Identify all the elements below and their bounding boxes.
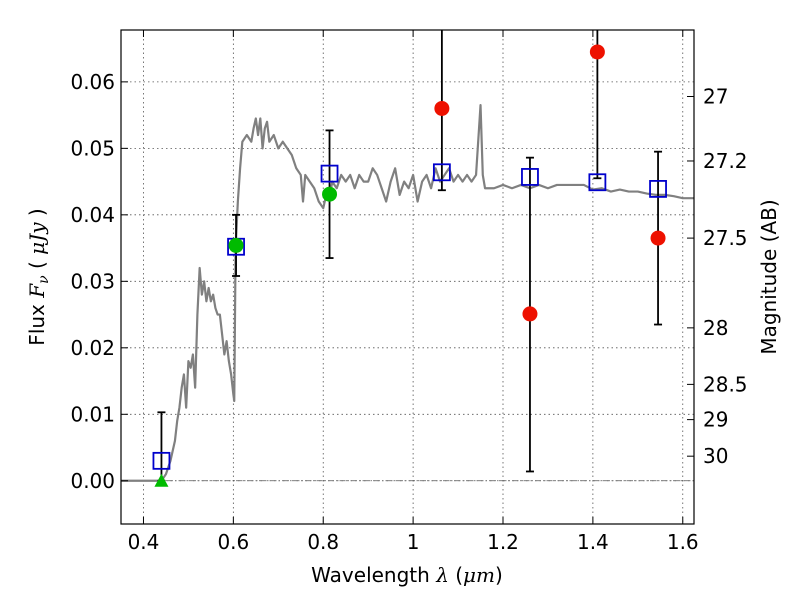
model-photometry-square-2 xyxy=(320,164,339,183)
model-photometry-square-3 xyxy=(432,163,451,182)
model-photometry-square-5 xyxy=(588,173,607,192)
y-tick-labels: 0.00 0.01 0.02 0.03 0.04 0.05 0.06 xyxy=(70,70,115,493)
magnitude-tick-label-6: 30 xyxy=(703,444,728,468)
x-tick-labels: 0.4 0.6 0.8 1 1.2 1.4 1.6 xyxy=(128,530,699,554)
model-photometry-square-0 xyxy=(152,451,171,470)
x-axis-label: Wavelength λ (μm) xyxy=(311,563,503,587)
detection-point-1 xyxy=(322,186,338,202)
nondetection-point-0 xyxy=(434,100,450,116)
axis-ticks xyxy=(121,30,694,524)
y-tick-label-3: 0.03 xyxy=(70,269,115,293)
magnitude-tick-label-5: 29 xyxy=(703,408,728,432)
nondetection-point-2 xyxy=(589,44,605,60)
y-axis-label: Flux Fν ( μJy ) xyxy=(25,208,52,345)
x-tick-label-5: 1.4 xyxy=(577,530,609,554)
nondetection-point-1 xyxy=(522,306,538,322)
y-tick-label-5: 0.05 xyxy=(70,136,115,160)
y-tick-label-2: 0.02 xyxy=(70,336,115,360)
magnitude-tick-label-3: 28 xyxy=(703,316,728,340)
x-tick-label-4: 1.2 xyxy=(487,530,519,554)
plot-background xyxy=(121,30,694,524)
model-photometry-square-6 xyxy=(649,180,667,198)
detection-upper-limit-triangle-0 xyxy=(154,473,169,487)
x-tick-label-3: 1 xyxy=(407,530,420,554)
y-tick-label-6: 0.06 xyxy=(70,70,115,94)
detection-point-0 xyxy=(228,237,244,253)
x-tick-label-2: 0.8 xyxy=(307,530,339,554)
plot-frame xyxy=(120,29,695,525)
y-tick-label-4: 0.04 xyxy=(70,203,115,227)
model-photometry-square-4 xyxy=(521,168,539,186)
observed-points xyxy=(154,44,666,487)
y-tick-label-0: 0.00 xyxy=(70,469,115,493)
magnitude-tick-label-1: 27.2 xyxy=(703,149,748,173)
x-tick-label-1: 0.6 xyxy=(217,530,249,554)
nondetection-point-3 xyxy=(650,230,666,246)
magnitude-axis-label: Magnitude (AB) xyxy=(757,199,781,354)
x-tick-label-0: 0.4 xyxy=(128,530,160,554)
grid-lines xyxy=(121,30,694,524)
magnitude-tick-labels: 27 27.2 27.5 28 28.5 29 30 xyxy=(703,84,748,468)
y-tick-label-1: 0.01 xyxy=(70,402,115,426)
model-photometry-squares xyxy=(152,163,667,470)
magnitude-tick-label-0: 27 xyxy=(703,84,728,108)
magnitude-tick-label-4: 28.5 xyxy=(703,372,748,396)
magnitude-tick-label-2: 27.5 xyxy=(703,226,748,250)
x-tick-label-6: 1.6 xyxy=(667,530,699,554)
